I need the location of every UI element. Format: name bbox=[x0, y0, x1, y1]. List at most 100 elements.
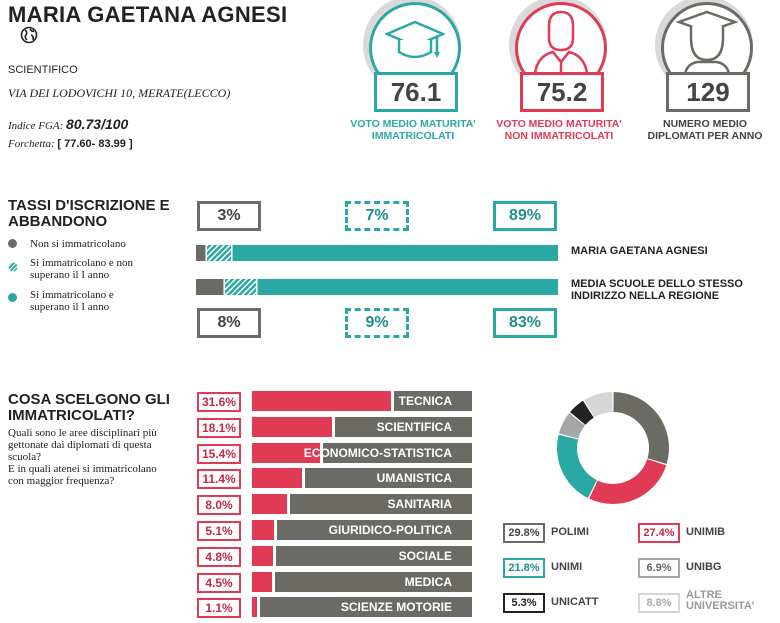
area-bar-label: SANITARIA bbox=[387, 497, 452, 512]
area-percent-label: 4.5% bbox=[197, 572, 241, 593]
legend-dot-none bbox=[8, 239, 17, 248]
university-name: UNIMI bbox=[551, 562, 582, 573]
kpi-diplomati: 129 NUMERO MEDIO DIPLOMATI PER ANNO bbox=[625, 0, 780, 150]
university-name-line: ALTRE bbox=[686, 589, 722, 601]
scelte-title-line: IMMATRICOLATI? bbox=[8, 407, 135, 424]
kpi-value: 129 bbox=[666, 72, 750, 112]
bar-seg-success bbox=[232, 245, 558, 261]
desc-line: con maggior frequenza? bbox=[8, 475, 115, 487]
scelte-title: COSA SCELGONO GLI IMMATRICOLATI? bbox=[8, 392, 170, 424]
pct-region-none: 8% bbox=[197, 308, 261, 338]
legend-line: Si immatricolano e bbox=[30, 289, 114, 301]
university-name-line: UNIMIB bbox=[686, 526, 726, 538]
area-percent-label: 18.1% bbox=[197, 417, 241, 438]
university-name: POLIMI bbox=[551, 527, 589, 538]
desc-line: E in quali atenei si immatricolano bbox=[8, 463, 157, 475]
fga-label: Indice FGA: bbox=[8, 120, 64, 132]
pct-school-success: 89% bbox=[493, 201, 557, 231]
area-percent-label: 8.0% bbox=[197, 495, 241, 516]
graduate-icon bbox=[675, 10, 739, 74]
area-bar-label: UMANISTICA bbox=[376, 471, 452, 486]
university-percent-label: 21.8% bbox=[503, 558, 545, 578]
area-percent-label: 5.1% bbox=[197, 521, 241, 541]
university-name-line: UNICATT bbox=[551, 596, 599, 608]
area-bar-fill bbox=[252, 571, 275, 592]
pct-school-none: 3% bbox=[197, 201, 261, 231]
school-type: SCIENTIFICO bbox=[8, 64, 78, 76]
desc-line: gettonate dai diplomati di questa bbox=[8, 439, 152, 451]
donut-slice-unibg bbox=[558, 413, 585, 439]
area-bar: SANITARIA bbox=[252, 494, 472, 515]
legend-dot-dropout bbox=[8, 262, 18, 272]
tassi-title-line: ABBANDONO bbox=[8, 213, 108, 230]
row-label-region: MEDIA SCUOLE DELLO STESSO INDIRIZZO NELL… bbox=[571, 278, 743, 302]
legend-dot-success bbox=[8, 293, 17, 302]
scelte-title-line: COSA SCELGONO GLI bbox=[8, 391, 170, 408]
university-percent-label: 8.8% bbox=[638, 593, 680, 613]
area-percent-label: 11.4% bbox=[197, 469, 241, 490]
area-bar: TECNICA bbox=[252, 391, 472, 411]
area-bar: ECONOMICO-STATISTICA bbox=[252, 442, 472, 463]
forchetta: Forchetta: [ 77.60- 83.99 ] bbox=[8, 138, 133, 150]
scelte-description: Quali sono le aree disciplinari più gett… bbox=[8, 427, 157, 487]
donut-slice-unimib bbox=[589, 459, 667, 504]
kpi-label-line: NON IMMATRICOLATI bbox=[504, 130, 614, 142]
kpi-label: VOTO MEDIO MATURITA' NON IMMATRICOLATI bbox=[479, 118, 639, 142]
kpi-label-line: VOTO MEDIO MATURITA' bbox=[350, 118, 476, 130]
forchetta-label: Forchetta: bbox=[8, 138, 55, 150]
kpi-label: VOTO MEDIO MATURITA' IMMATRICOLATI bbox=[333, 118, 493, 142]
area-bar: GIURIDICO-POLITICA bbox=[252, 520, 472, 540]
legend-success: Si immatricolano e superano il I anno bbox=[30, 289, 114, 313]
kpi-label: NUMERO MEDIO DIPLOMATI PER ANNO bbox=[625, 118, 780, 142]
kpi-non-immatricolati: 75.2 VOTO MEDIO MATURITA' NON IMMATRICOL… bbox=[479, 0, 639, 150]
legend-line: superano il I anno bbox=[30, 301, 110, 313]
university-percent-label: 6.9% bbox=[638, 558, 680, 578]
kpi-label-line: VOTO MEDIO MATURITA' bbox=[496, 118, 622, 130]
university-name-line: UNIBG bbox=[686, 561, 722, 573]
area-bar-fill bbox=[252, 520, 278, 540]
university-name: ALTRE UNIVERSITA' bbox=[686, 590, 754, 612]
row-label-school: MARIA GAETANA AGNESI bbox=[571, 245, 708, 257]
donut-slice-polimi bbox=[613, 392, 669, 464]
area-bar-fill bbox=[252, 442, 323, 463]
area-percent-label: 1.1% bbox=[197, 598, 241, 619]
area-bar: SCIENTIFICA bbox=[252, 416, 472, 437]
kpi-label-line: NUMERO MEDIO bbox=[663, 118, 747, 130]
desc-line: Quali sono le aree disciplinari più bbox=[8, 427, 157, 439]
kpi-value: 75.2 bbox=[520, 72, 604, 112]
desc-line: scuola? bbox=[8, 451, 41, 463]
fga-index: Indice FGA: 80.73/100 bbox=[8, 116, 128, 132]
row-label-line: INDIRIZZO NELLA REGIONE bbox=[571, 290, 720, 302]
university-percent-label: 29.8% bbox=[503, 523, 545, 543]
pct-school-dropout: 7% bbox=[345, 201, 409, 231]
school-name: MARIA GAETANA AGNESI bbox=[8, 2, 288, 27]
donut-slice-altre-universita bbox=[584, 392, 613, 418]
graduation-cap-icon bbox=[385, 20, 445, 59]
globe-icon[interactable] bbox=[20, 26, 38, 44]
forchetta-value: [ 77.60- 83.99 ] bbox=[57, 138, 133, 150]
area-bar-label: ECONOMICO-STATISTICA bbox=[303, 445, 452, 460]
area-bar: UMANISTICA bbox=[252, 468, 472, 489]
bar-seg-none bbox=[196, 279, 224, 295]
university-name: UNIBG bbox=[686, 562, 721, 573]
area-bar-label: GIURIDICO-POLITICA bbox=[328, 523, 452, 537]
university-name: UNICATT bbox=[551, 597, 598, 608]
legend-line: Si immatricolano e non bbox=[30, 257, 133, 269]
bar-seg-none bbox=[196, 245, 206, 261]
area-bar-fill bbox=[252, 597, 260, 618]
area-bar-label: SCIENTIFICA bbox=[376, 419, 452, 434]
tassi-bars bbox=[196, 245, 558, 295]
university-name-line: UNIMI bbox=[551, 561, 583, 573]
kpi-label-line: DIPLOMATI PER ANNO bbox=[647, 130, 763, 142]
bar-seg-dropout bbox=[224, 279, 257, 295]
legend-line: superano il I anno bbox=[30, 269, 110, 281]
area-percent-label: 31.6% bbox=[197, 392, 241, 412]
area-bar-label: MEDICA bbox=[404, 574, 452, 589]
donut-slice-unicatt bbox=[570, 400, 594, 425]
pct-region-dropout: 9% bbox=[345, 308, 409, 338]
university-percent-label: 5.3% bbox=[503, 593, 545, 613]
area-bar-fill bbox=[252, 391, 395, 411]
area-bar: SOCIALE bbox=[252, 545, 472, 566]
university-name: UNIMIB bbox=[686, 527, 725, 538]
tassi-title-line: TASSI D'ISCRIZIONE E bbox=[8, 197, 170, 214]
